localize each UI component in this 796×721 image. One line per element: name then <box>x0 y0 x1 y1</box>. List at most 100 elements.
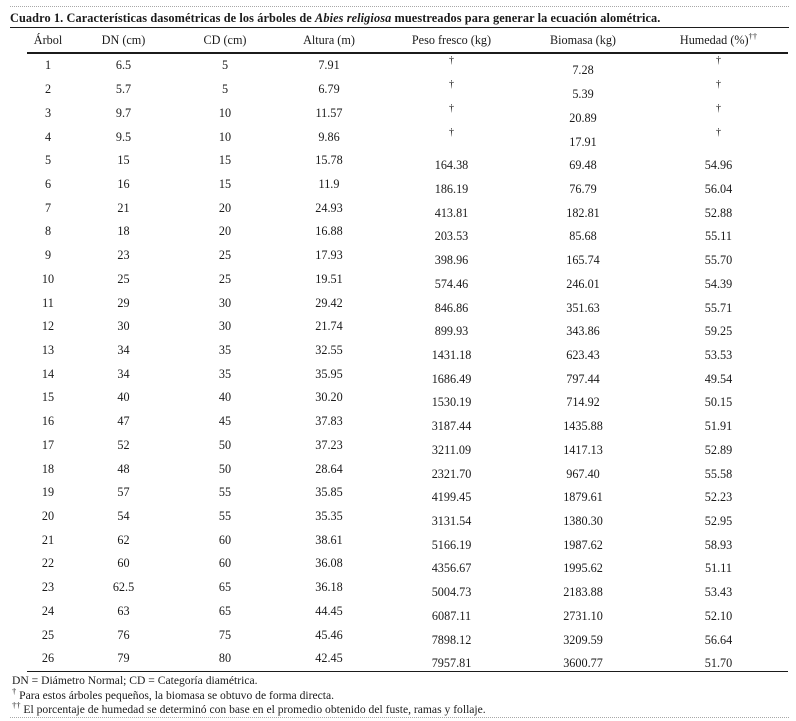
table-cell: 51.11 <box>705 561 732 576</box>
table-body: 1 6.5 5 7.91 † 7.28 † 2 5.7 5 6.79 † 5.39 † 3 9.7 10 11.5… <box>27 54 788 672</box>
table-cell: 40 <box>218 390 232 405</box>
table-row: 24 63 65 44.45 6087.11 2731.10 52.10 <box>27 600 788 624</box>
table-cell: 30 <box>117 319 130 334</box>
table-cell: † <box>449 102 454 114</box>
table-cell: 1995.62 <box>563 561 603 576</box>
table-cell: 21 <box>41 532 55 547</box>
table-cell: 1530.19 <box>431 395 472 410</box>
table-cell: 29 <box>117 295 130 310</box>
table-cell: 35.95 <box>315 366 343 381</box>
table-cell: 51.70 <box>704 656 733 671</box>
table-cell: 42.45 <box>315 651 343 666</box>
table-cell: 1380.30 <box>563 514 603 529</box>
table-cell: 15 <box>41 390 55 405</box>
table-cell: 54.39 <box>704 276 733 291</box>
table-cell: 59.25 <box>704 324 733 339</box>
table-cell: 38.61 <box>315 532 343 547</box>
table-cell: † <box>449 55 454 67</box>
table-cell: 62.5 <box>112 580 135 595</box>
table-cell: 45 <box>218 414 232 429</box>
table-cell: 18 <box>41 461 55 476</box>
table-cell: 21.74 <box>315 319 343 334</box>
table-cell: 6.79 <box>318 82 340 97</box>
table-cell: 30 <box>218 319 232 334</box>
table-cell: 65 <box>218 580 232 595</box>
table-cell: 35.85 <box>315 485 343 500</box>
table-cell: 17.93 <box>315 248 343 263</box>
table-row: 13 34 35 32.55 1431.18 623.43 53.53 <box>27 339 788 363</box>
table-cell: 69.48 <box>569 158 597 173</box>
table-row: 25 76 75 45.46 7898.12 3209.59 56.64 <box>27 623 788 647</box>
table-row: 12 30 30 21.74 899.93 343.86 59.25 <box>27 315 788 339</box>
table-cell: 846.86 <box>434 300 469 315</box>
table-cell: 1686.49 <box>431 371 472 386</box>
table-cell: 203.53 <box>434 229 469 244</box>
table-cell: 57 <box>117 485 130 500</box>
table-row: 19 57 55 35.85 4199.45 1879.61 52.23 <box>27 481 788 505</box>
table-cell: 1 <box>44 58 52 73</box>
table-cell: 50 <box>218 437 232 452</box>
table-cell: 56.64 <box>704 632 733 647</box>
table-header-row: Árbol DN (cm) CD (cm) Altura (m) Peso fresco… <box>27 29 788 54</box>
table-cell: 52.95 <box>704 514 733 529</box>
table-row: 15 40 40 30.20 1530.19 714.92 50.15 <box>27 386 788 410</box>
table-cell: 29.42 <box>315 295 343 310</box>
table-cell: 7.28 <box>572 63 594 78</box>
table-cell: 1879.61 <box>563 490 603 505</box>
table-cell: 30 <box>218 295 232 310</box>
caption-text-before: Características dasométricas de los árbo… <box>63 11 316 25</box>
column-header-4: Peso fresco (kg) <box>411 33 492 47</box>
table-cell: 15 <box>117 153 130 168</box>
table-cell: 63 <box>117 603 130 618</box>
table-cell: 76 <box>117 627 130 642</box>
table-cell: 165.74 <box>566 253 600 268</box>
table-cell: 60 <box>117 556 130 571</box>
table-cell: 36.08 <box>315 556 343 571</box>
table-cell: 25 <box>218 248 232 263</box>
table-cell: 3187.44 <box>431 419 472 434</box>
table-cell: 17.91 <box>569 134 597 149</box>
table-cell: 23 <box>117 248 130 263</box>
table-cell: 22 <box>41 556 55 571</box>
table-cell: 9.5 <box>115 129 132 144</box>
table-cell: 20 <box>218 224 232 239</box>
table-cell: 3131.54 <box>431 514 472 529</box>
table-cell: 3600.77 <box>563 656 603 671</box>
table-cell: 4356.67 <box>431 561 472 576</box>
table-row: 16 47 45 37.83 3187.44 1435.88 51.91 <box>27 410 788 434</box>
table-cell: 56.04 <box>704 181 733 196</box>
table-cell: 1987.62 <box>563 537 603 552</box>
table-cell: 17 <box>41 437 55 452</box>
table-row: 8 18 20 16.88 203.53 85.68 55.11 <box>27 220 788 244</box>
footnote: DN = Diámetro Normal; CD = Categoría dia… <box>12 674 486 689</box>
table-row: 18 48 50 28.64 2321.70 967.40 55.58 <box>27 457 788 481</box>
table-cell: 967.40 <box>566 466 600 481</box>
table-row: 2 5.7 5 6.79 † 5.39 † <box>27 78 788 102</box>
table-cell: 45.46 <box>315 627 343 642</box>
table-cell: 10 <box>218 129 232 144</box>
table-cell: 50 <box>218 461 232 476</box>
table-cell: 53.53 <box>704 347 733 362</box>
table-row: 6 16 15 11.9 186.19 76.79 56.04 <box>27 173 788 197</box>
table-cell: † <box>449 79 454 91</box>
table-cell: 1431.18 <box>431 347 472 362</box>
table-cell: 51.91 <box>704 419 733 434</box>
table-cell: 11.57 <box>315 105 343 120</box>
table-cell: 20 <box>218 200 232 215</box>
table-cell: 34 <box>117 366 130 381</box>
table-cell: 19.51 <box>315 271 343 286</box>
table-cell: 7 <box>44 200 52 215</box>
column-header-6: Humedad (%)†† <box>679 30 758 47</box>
caption-rule <box>10 27 789 28</box>
table-cell: 351.63 <box>566 300 600 315</box>
table-cell: 12 <box>41 319 55 334</box>
footnote: †† El porcentaje de humedad se determinó… <box>12 701 486 718</box>
table-cell: 714.92 <box>566 395 600 410</box>
table-cell: 797.44 <box>566 371 600 386</box>
table-row: 4 9.5 10 9.86 † 17.91 † <box>27 125 788 149</box>
footnote: † Para estos árboles pequeños, la biomas… <box>12 686 486 704</box>
table-cell: 54.96 <box>704 158 733 173</box>
table-cell: 52.23 <box>704 490 733 505</box>
table-cell: 10 <box>218 105 232 120</box>
